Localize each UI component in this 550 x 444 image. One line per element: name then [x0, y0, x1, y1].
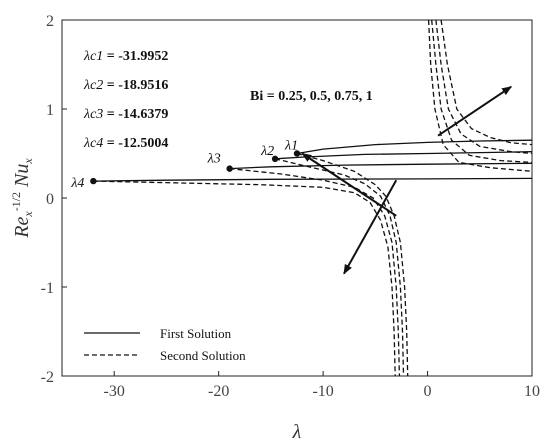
legend: First Solution Second Solution: [84, 326, 246, 363]
trend-arrow-2: [301, 152, 397, 217]
critical-point-label: λ3: [207, 152, 221, 167]
series-layer: [93, 20, 532, 376]
second-solution-curve-6: [274, 158, 405, 376]
y-tick-label: 2: [46, 13, 54, 30]
arrow-layer: [301, 85, 512, 275]
critical-value-3: λc3 = -14.6379: [83, 107, 168, 122]
critical-point: [293, 150, 301, 157]
y-tick-label: 1: [46, 102, 54, 119]
x-tick-label: -20: [208, 383, 229, 400]
second-solution-curve-11: [435, 20, 532, 155]
first-solution-curve-2: [275, 151, 532, 160]
second-solution-curve-10: [431, 20, 532, 164]
x-tick-label: 10: [524, 383, 540, 400]
first-solution-curve-1: [296, 139, 532, 155]
second-solution-curve-12: [440, 20, 532, 146]
second-solution-curve-8: [93, 180, 396, 376]
critical-point-label: λ2: [260, 144, 274, 159]
y-tick-label: 0: [46, 191, 54, 208]
critical-point: [271, 155, 279, 163]
x-axis-label: λ: [292, 421, 302, 443]
first-solution-curve-3: [229, 162, 532, 170]
critical-value-2: λc2 = -18.9516: [83, 78, 168, 93]
critical-value-1: λc1 = -31.9952: [83, 49, 168, 64]
first-solution-curve-4: [93, 177, 532, 182]
second-solution-curve-9: [427, 20, 532, 172]
x-tick-label: 0: [424, 383, 432, 400]
critical-values: λc1 = -31.9952 λc2 = -18.9516 λc3 = -14.…: [83, 49, 168, 151]
y-tick-label: -2: [41, 369, 54, 386]
legend-first-solution: First Solution: [160, 326, 232, 341]
trend-arrow-3: [343, 179, 398, 275]
y-axis-label: Rex-1/2 Nux: [9, 158, 35, 239]
x-tick-label: -10: [312, 383, 333, 400]
critical-value-4: λc4 = -12.5004: [83, 136, 168, 151]
critical-point: [90, 177, 97, 185]
critical-point: [226, 165, 233, 172]
second-solution-curve-5: [296, 152, 409, 376]
plot-area: [61, 19, 533, 377]
legend-second-solution: Second Solution: [160, 348, 246, 363]
trend-arrow-1: [437, 85, 512, 137]
x-tick-label: -30: [104, 383, 125, 400]
point-layer: λ1 λ2 λ3 λ4: [70, 139, 301, 191]
bi-annotation: Bi = 0.25, 0.5, 0.75, 1: [250, 89, 373, 104]
y-tick-label: -1: [41, 280, 54, 297]
critical-point-label: λ1: [284, 139, 298, 154]
second-solution-curve-7: [229, 167, 401, 376]
critical-point-label: λ4: [70, 176, 84, 191]
